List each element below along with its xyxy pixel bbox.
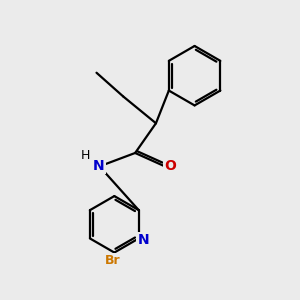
Text: O: O [164, 159, 176, 173]
Text: H: H [80, 149, 90, 162]
Text: N: N [137, 233, 149, 247]
Text: N: N [93, 159, 105, 173]
Text: Br: Br [105, 254, 121, 267]
